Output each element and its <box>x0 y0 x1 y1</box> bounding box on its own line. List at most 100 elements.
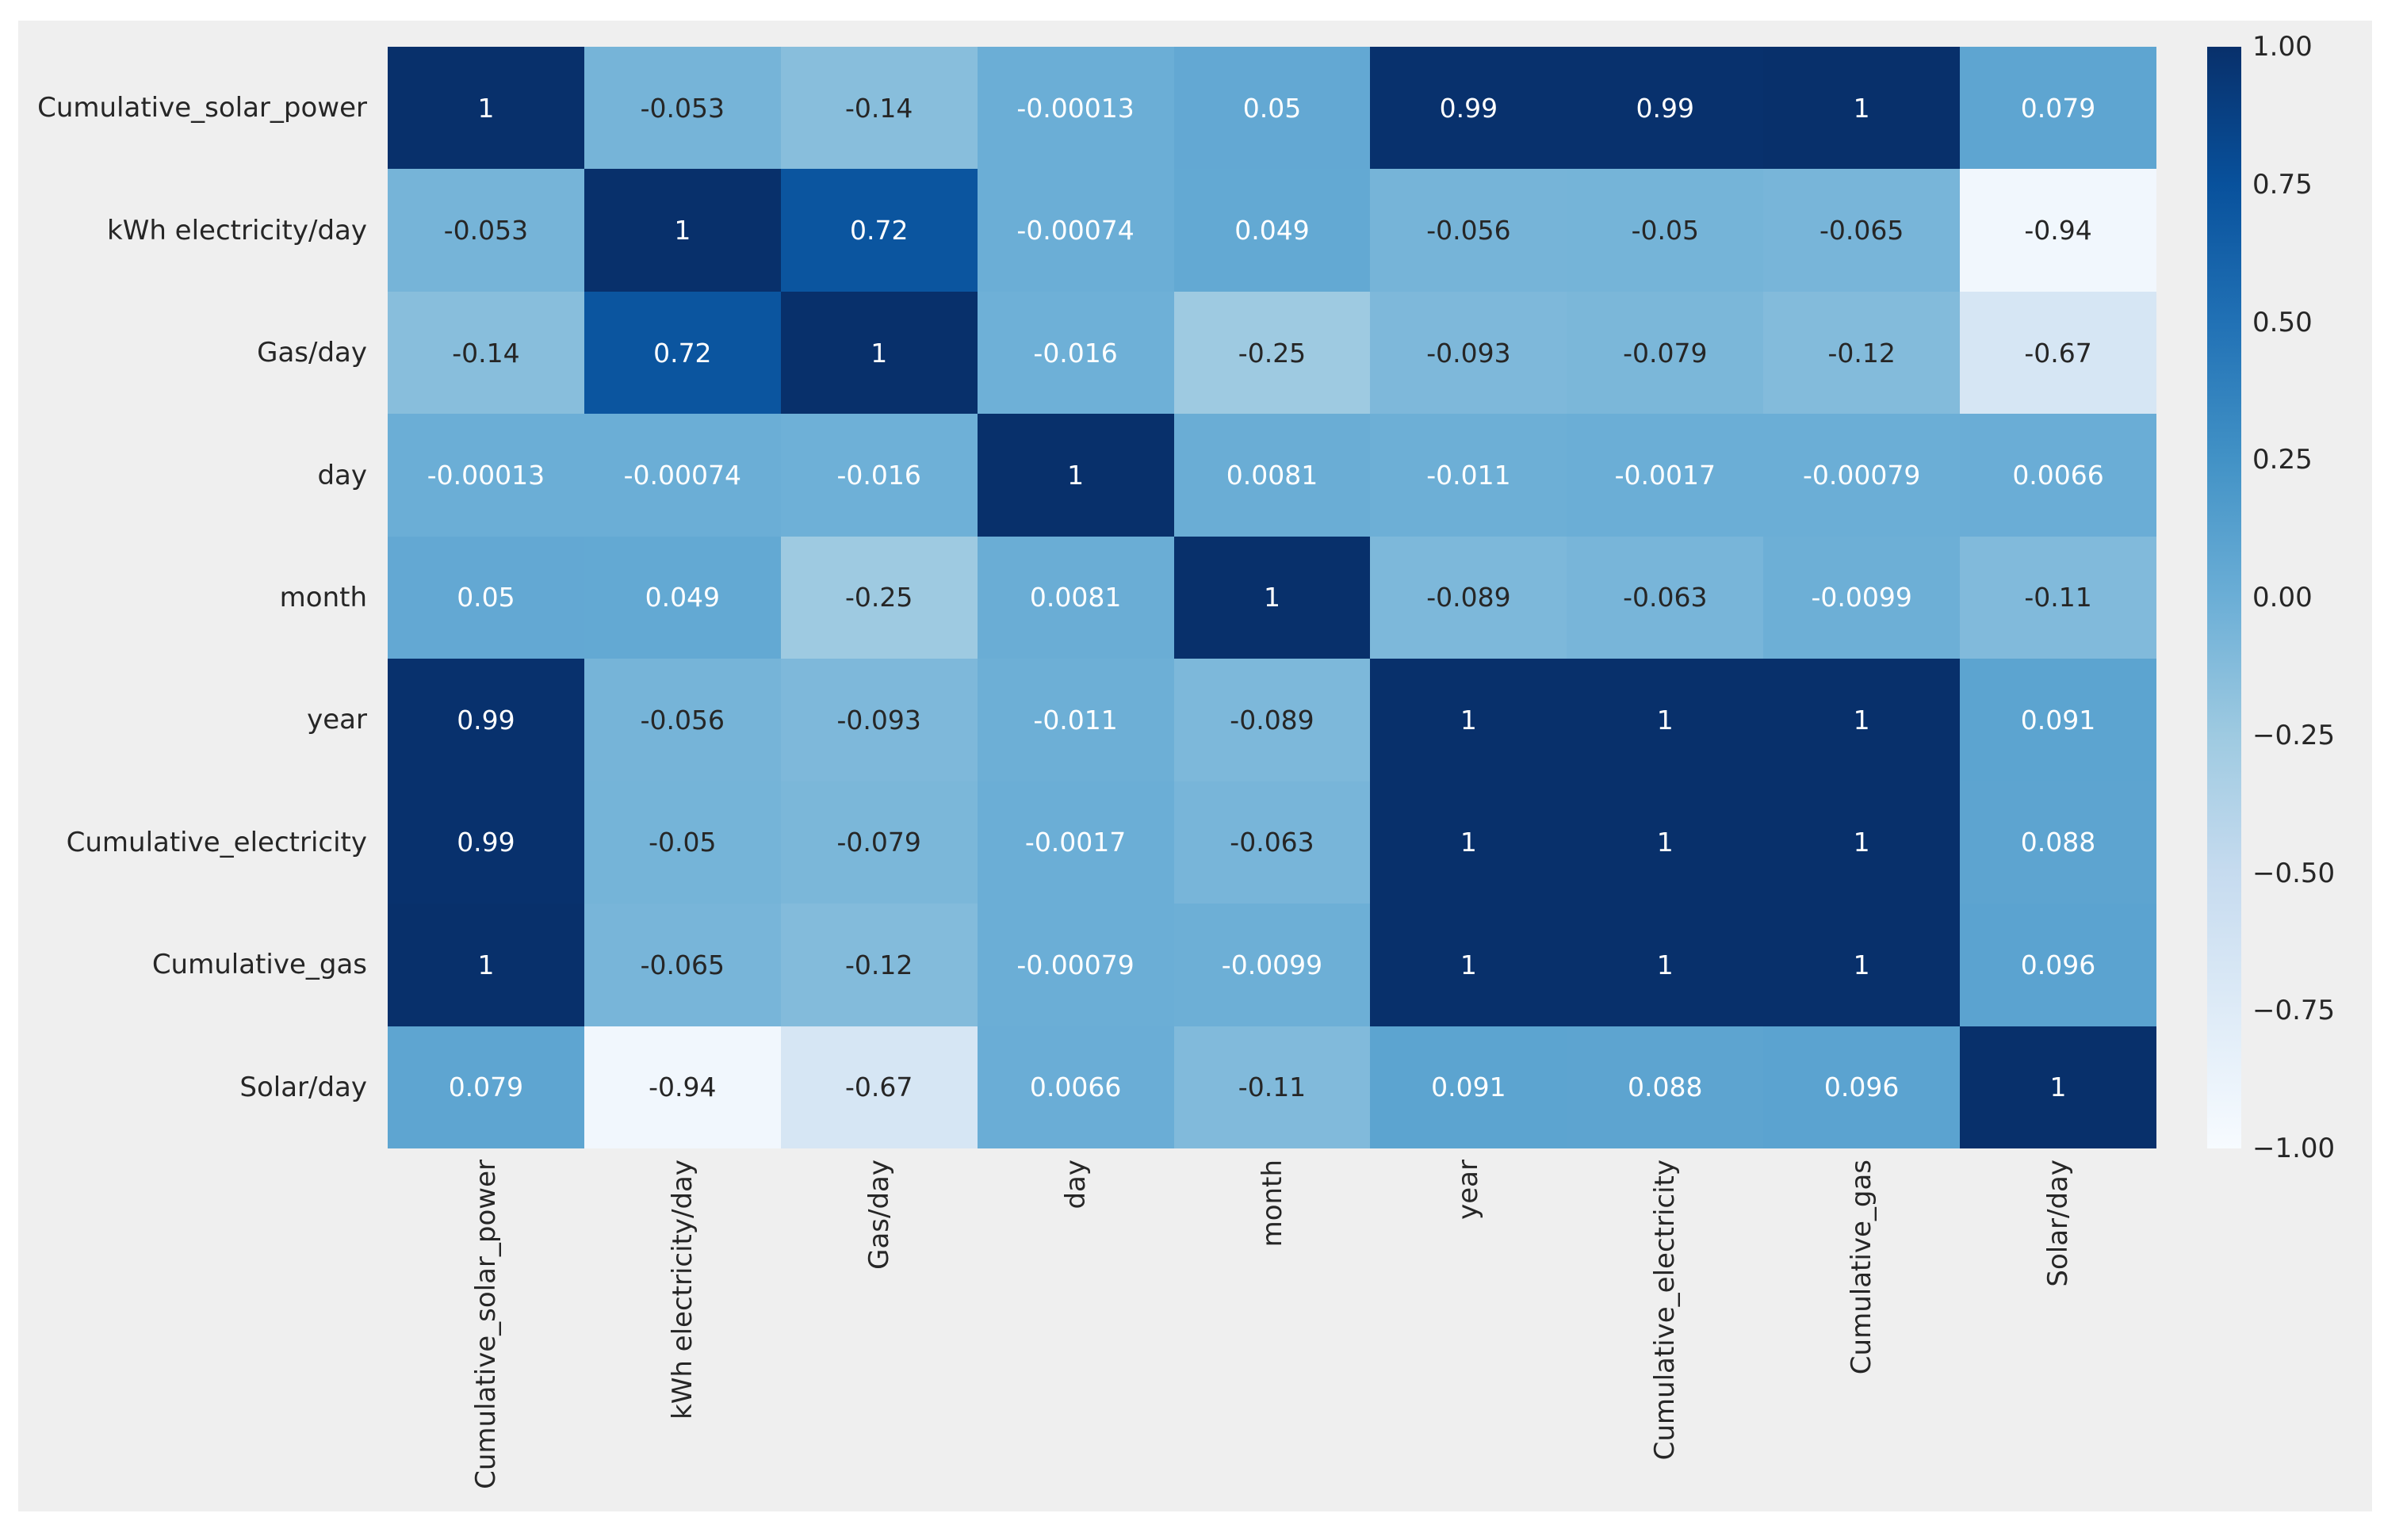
heatmap-cell-0-2: -0.14 <box>780 47 978 170</box>
heatmap-cell-0-4: 0.05 <box>1173 47 1371 170</box>
heatmap-cell-2-2: 1 <box>780 291 978 415</box>
heatmap-cell-3-1: -0.00074 <box>584 414 781 537</box>
y-tick-label-5: year <box>307 704 367 736</box>
heatmap-cell-7-6: 1 <box>1567 904 1764 1026</box>
x-tick-label-text: Solar/day <box>2042 1160 2075 1287</box>
heatmap-cell-5-2: -0.093 <box>780 659 978 781</box>
cell-value: 0.99 <box>457 704 515 736</box>
heatmap-cell-7-7: 1 <box>1763 904 1961 1026</box>
y-tick-label-0: Cumulative_solar_power <box>37 92 367 124</box>
cell-value: -0.05 <box>1631 215 1699 246</box>
heatmap-cell-2-3: -0.016 <box>977 291 1174 415</box>
cell-value: 1 <box>1656 949 1674 980</box>
cell-value: -0.093 <box>836 704 921 736</box>
heatmap-cell-6-4: -0.063 <box>1173 781 1371 904</box>
heatmap-cell-6-1: -0.05 <box>584 781 781 904</box>
cell-value: -0.011 <box>1426 460 1511 491</box>
y-tick-label-4: month <box>279 581 367 613</box>
cell-value: 1 <box>1853 949 1870 980</box>
cell-value: 0.088 <box>1628 1072 1703 1103</box>
heatmap-cell-4-5: -0.089 <box>1370 536 1567 659</box>
x-tick-label-0: Cumulative_solar_power <box>388 1160 584 1505</box>
cell-value: 1 <box>871 337 888 369</box>
colorbar-tick-label-7: −0.75 <box>2252 995 2336 1027</box>
cell-value: -0.00079 <box>1016 949 1135 980</box>
heatmap-cell-4-1: 0.049 <box>584 536 781 659</box>
x-tick-label-5: year <box>1370 1160 1567 1505</box>
cell-value: 0.0081 <box>1226 460 1318 491</box>
heatmap-cell-1-3: -0.00074 <box>977 169 1174 292</box>
cell-value: 0.049 <box>645 582 721 613</box>
colorbar-tick-label-8: −1.00 <box>2252 1133 2336 1164</box>
cell-value: 0.72 <box>653 337 712 369</box>
x-tick-label-3: day <box>978 1160 1174 1505</box>
y-axis-tick-labels: Cumulative_solar_power kWh electricity/da… <box>18 47 377 1148</box>
cell-value: -0.25 <box>845 582 913 613</box>
cell-value: -0.0099 <box>1221 949 1323 980</box>
cell-value: -0.14 <box>845 92 913 124</box>
colorbar-tick-label-2: 0.50 <box>2252 306 2313 338</box>
heatmap-cell-0-1: -0.053 <box>584 47 781 170</box>
heatmap-cell-5-8: 0.091 <box>1960 659 2156 781</box>
y-tick-label-8: Solar/day <box>239 1071 367 1103</box>
cell-value: 0.05 <box>457 582 515 613</box>
heatmap-cell-6-7: 1 <box>1763 781 1961 904</box>
cell-value: 1 <box>1853 704 1870 736</box>
colorbar-tick-label-3: 0.25 <box>2252 444 2313 476</box>
heatmap-cell-5-1: -0.056 <box>584 659 781 781</box>
cell-value: 0.079 <box>2020 92 2096 124</box>
cell-value: -0.05 <box>649 827 717 858</box>
cell-value: 1 <box>1460 827 1477 858</box>
cell-value: -0.016 <box>836 460 921 491</box>
heatmap-cell-2-8: -0.67 <box>1960 291 2156 415</box>
heatmap-cell-0-5: 0.99 <box>1370 47 1567 170</box>
heatmap-cell-4-0: 0.05 <box>388 536 584 659</box>
heatmap-cell-5-0: 0.99 <box>388 659 584 781</box>
cell-value: 0.091 <box>1431 1072 1506 1103</box>
cell-value: 1 <box>1067 460 1085 491</box>
heatmap-cell-4-4: 1 <box>1173 536 1371 659</box>
x-tick-label-text: month <box>1256 1160 1288 1248</box>
heatmap-cell-8-3: 0.0066 <box>977 1026 1174 1148</box>
cell-value: -0.053 <box>640 92 725 124</box>
heatmap-cell-8-7: 0.096 <box>1763 1026 1961 1148</box>
heatmap-cell-7-4: -0.0099 <box>1173 904 1371 1026</box>
heatmap-cell-3-3: 1 <box>977 414 1174 537</box>
x-tick-label-1: kWh electricity/day <box>584 1160 781 1505</box>
y-tick-label-6: Cumulative_electricity <box>66 826 367 858</box>
cell-value: 0.0066 <box>1029 1072 1122 1103</box>
heatmap-cell-1-4: 0.049 <box>1173 169 1371 292</box>
cell-value: -0.053 <box>443 215 529 246</box>
heatmap-cell-7-1: -0.065 <box>584 904 781 1026</box>
heatmap-cell-5-5: 1 <box>1370 659 1567 781</box>
cell-value: -0.0017 <box>1024 827 1127 858</box>
heatmap-cell-1-6: -0.05 <box>1567 169 1764 292</box>
cell-value: 1 <box>1460 704 1477 736</box>
heatmap-cell-0-8: 0.079 <box>1960 47 2156 170</box>
x-tick-label-7: Cumulative_gas <box>1763 1160 1960 1505</box>
cell-value: -0.14 <box>452 337 520 369</box>
cell-value: -0.089 <box>1426 582 1511 613</box>
heatmap-cell-6-6: 1 <box>1567 781 1764 904</box>
y-tick-label-2: Gas/day <box>257 337 367 369</box>
heatmap-cell-3-0: -0.00013 <box>388 414 584 537</box>
heatmap-cell-7-5: 1 <box>1370 904 1567 1026</box>
cell-value: -0.0017 <box>1614 460 1716 491</box>
cell-value: 0.0066 <box>2012 460 2104 491</box>
cell-value: -0.67 <box>2024 337 2092 369</box>
heatmap-cell-3-7: -0.00079 <box>1763 414 1961 537</box>
heatmap-cell-8-5: 0.091 <box>1370 1026 1567 1148</box>
cell-value: -0.94 <box>2024 215 2092 246</box>
cell-value: 0.091 <box>2020 704 2096 736</box>
cell-value: -0.056 <box>640 704 725 736</box>
heatmap-cell-2-4: -0.25 <box>1173 291 1371 415</box>
cell-value: -0.00079 <box>1802 460 1921 491</box>
heatmap-cell-5-7: 1 <box>1763 659 1961 781</box>
cell-value: -0.94 <box>649 1072 717 1103</box>
cell-value: -0.25 <box>1238 337 1307 369</box>
colorbar-tick-label-6: −0.50 <box>2252 857 2336 889</box>
x-tick-label-text: kWh electricity/day <box>666 1160 698 1420</box>
cell-value: -0.079 <box>836 827 921 858</box>
x-tick-label-text: Gas/day <box>863 1160 895 1270</box>
